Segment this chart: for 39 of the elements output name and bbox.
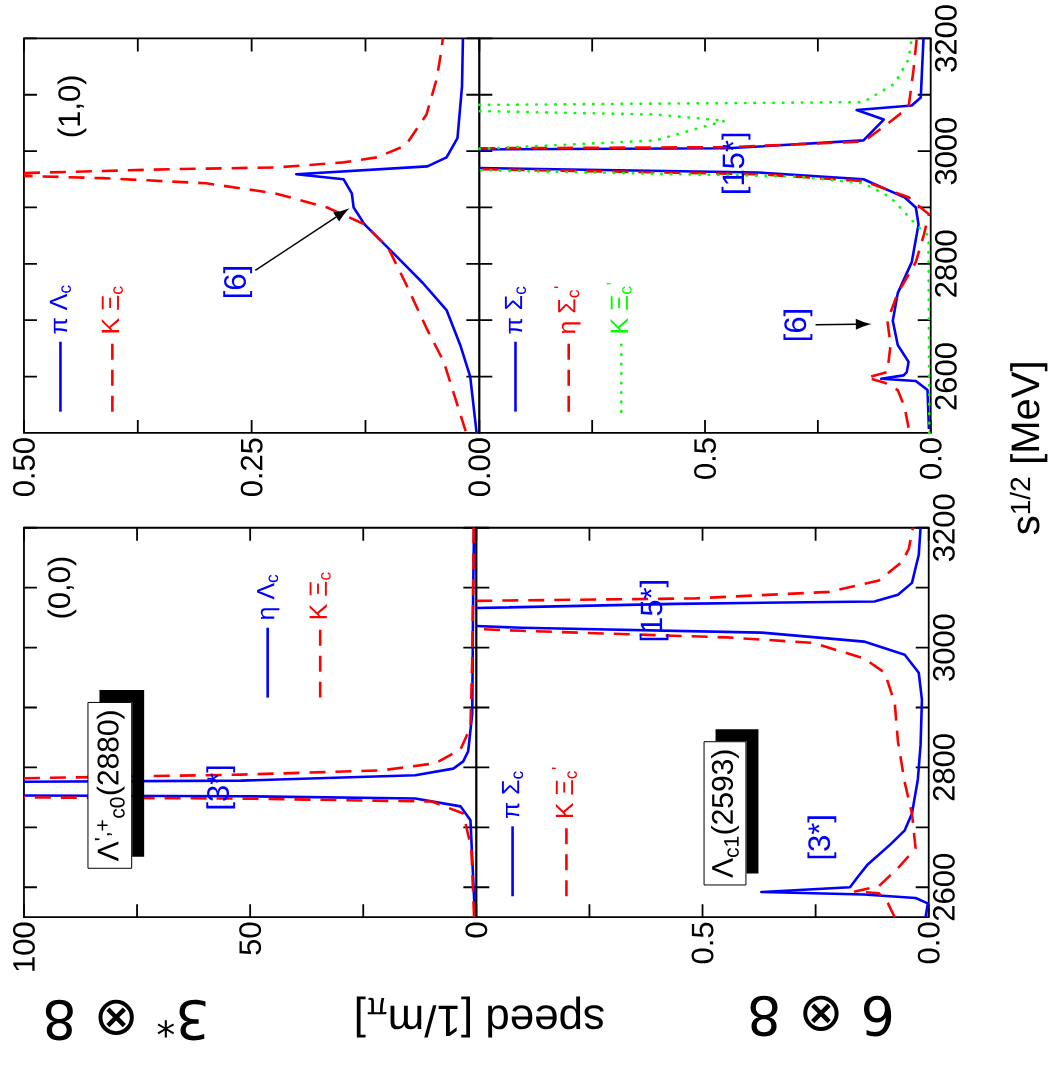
x-axis-title: speed [1/m$_{π}$] [357, 996, 604, 1038]
y-axis-title: s$^{1/2}$ [MeV] [1010, 363, 1048, 535]
y-tick-label: 3000 [933, 614, 956, 681]
x-tick-label: 50 [239, 922, 262, 955]
x-tick-label: 0.5 [694, 438, 717, 479]
x-tick-label: 0 [465, 922, 488, 938]
x-tick-label: 100 [13, 922, 36, 971]
x-tick-label: 0.00 [468, 438, 491, 497]
annotation: (1,0) [57, 76, 87, 137]
x-tick-label: 0.5 [691, 922, 714, 964]
text: η Λ$_{c}$ [257, 574, 280, 620]
text: π Σ$_{c}$ [502, 771, 524, 819]
text: K Ξ$_{c}$' [552, 767, 578, 817]
text: π Σ$_{c}$ [505, 286, 527, 334]
text: K Ξ$_{c}$' [607, 282, 633, 333]
text: π Λ$_{c}$ [50, 285, 72, 334]
x-tick-label: 0.50 [13, 438, 36, 497]
x-tick-label: 0.25 [240, 438, 263, 497]
annotation: Λ$^{',+}$$_{c0}$(2880) [95, 711, 125, 862]
y-tick-label: 3000 [935, 117, 958, 185]
text: 6 ⊗ 8 [750, 995, 892, 1037]
x-tick-label: 0.0 [919, 438, 942, 479]
annotation: [15*] [721, 133, 751, 193]
annotation: [3*] [807, 816, 837, 859]
y-tick-label: 2600 [935, 343, 958, 410]
annotation: [6] [223, 267, 253, 298]
text: η Σ$_{c}$' [554, 286, 581, 334]
y-tick-label: 2800 [935, 230, 958, 297]
annotation: (0,0) [47, 557, 77, 618]
text: K Ξ$_{c}$ [309, 572, 331, 619]
y-tick-label: 2800 [933, 734, 956, 801]
y-tick-label: 3200 [935, 5, 958, 72]
annotation: [6] [783, 310, 813, 341]
y-tick-label: 3200 [933, 494, 956, 562]
text: 3$^{*}$ ⊗ 8 [46, 999, 206, 1041]
y-tick-label: 2600 [933, 854, 956, 921]
x-tick-label: 0.0 [917, 922, 940, 964]
text: K Ξ$_{c}$ [102, 286, 124, 333]
annotation: Λ$_{c1}$(2593) [711, 750, 740, 878]
